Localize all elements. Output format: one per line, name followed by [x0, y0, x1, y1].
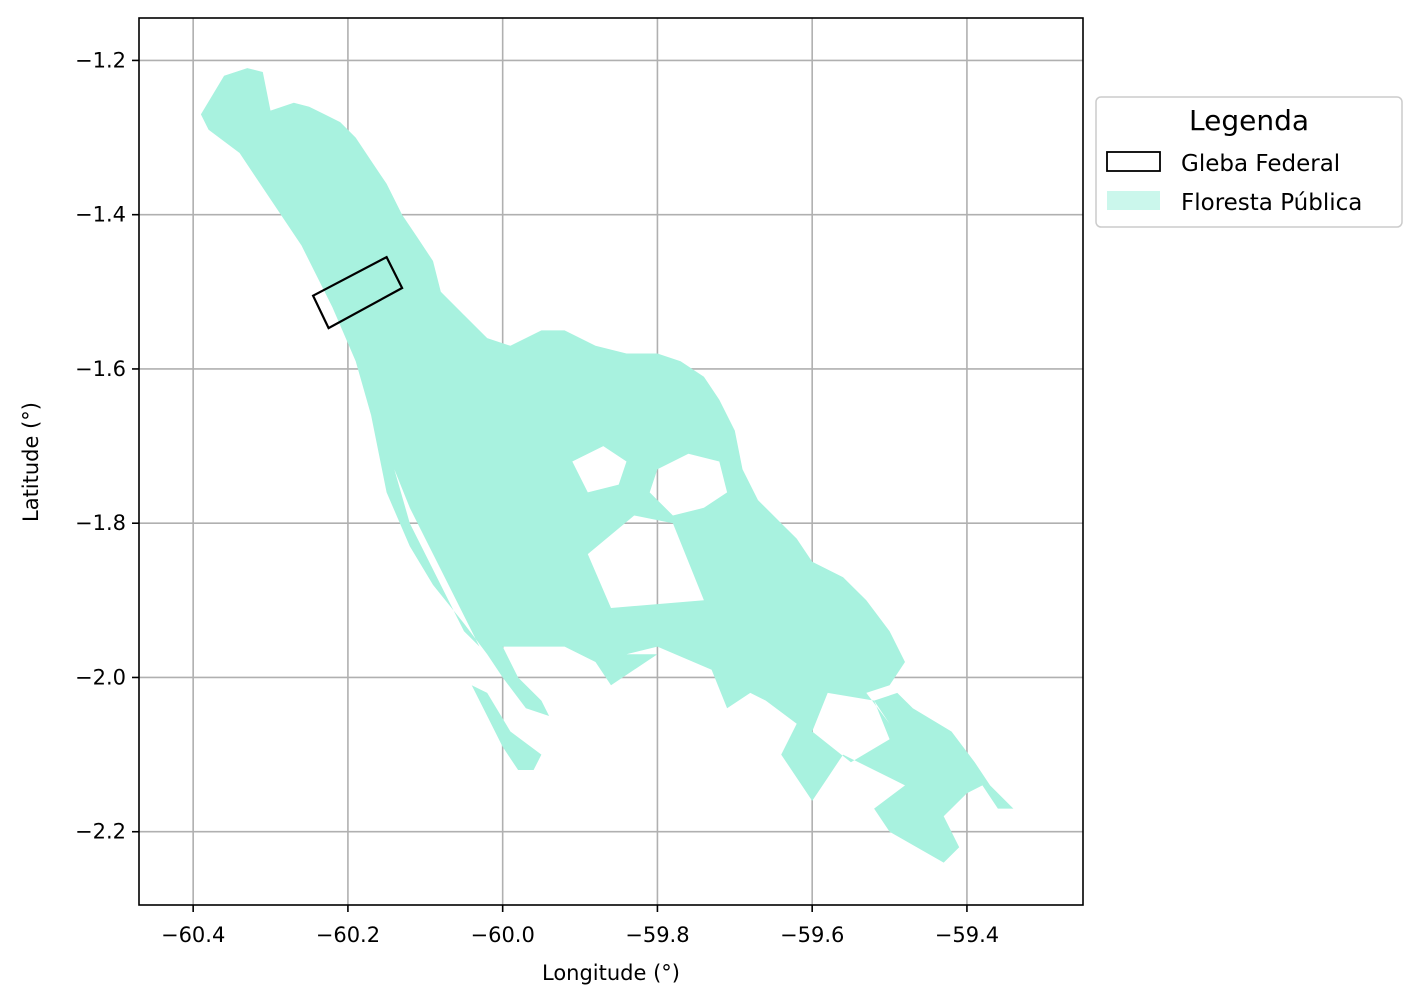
x-axis-ticks: −60.4 −60.2 −60.0 −59.8 −59.6 −59.4: [161, 905, 999, 947]
x-tick-label: −60.4: [161, 923, 225, 947]
legend-title: Legenda: [1189, 104, 1309, 137]
x-tick-label: −60.0: [470, 923, 534, 947]
x-tick-label: −59.6: [780, 923, 844, 947]
legend: Legenda Gleba Federal Floresta Pública: [1095, 96, 1403, 228]
x-tick-label: −59.4: [935, 923, 999, 947]
y-tick-label: −2.0: [75, 665, 126, 689]
x-tick-label: −59.8: [625, 923, 689, 947]
legend-forest-swatch: [1107, 191, 1160, 210]
y-tick-label: −1.6: [75, 357, 126, 381]
x-tick-label: −60.2: [316, 923, 380, 947]
gleba-federal-outline: [311, 255, 404, 330]
plot-frame: [138, 17, 1084, 906]
legend-gleba-label: Gleba Federal: [1181, 151, 1340, 177]
y-tick-label: −1.8: [75, 511, 126, 535]
gleba-layer: [311, 255, 404, 330]
legend-gleba-swatch: [1106, 151, 1161, 172]
y-tick-label: −1.4: [75, 203, 126, 227]
forest-area: [200, 68, 1014, 863]
y-tick-label: −2.2: [75, 820, 126, 844]
y-axis-ticks: −1.2 −1.4 −1.6 −1.8 −2.0 −2.2: [75, 48, 139, 844]
legend-forest-label: Floresta Pública: [1181, 190, 1362, 216]
y-tick-label: −1.2: [75, 48, 126, 72]
forest-layer: [200, 68, 1014, 863]
x-axis-label: Longitude (°): [542, 961, 680, 985]
legend-box: [1095, 96, 1403, 228]
y-axis-label: Latitude (°): [19, 402, 43, 522]
